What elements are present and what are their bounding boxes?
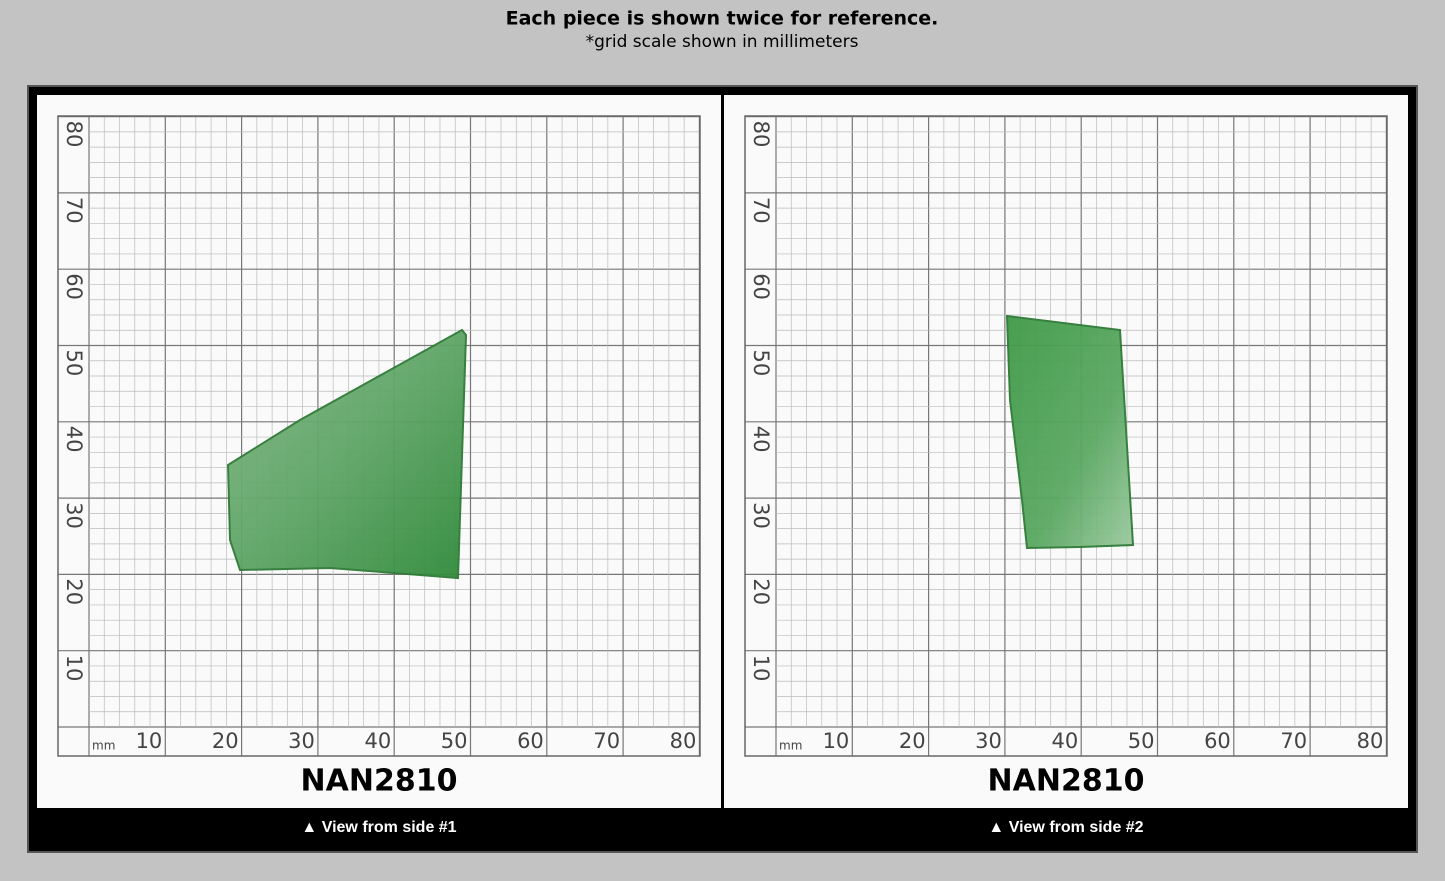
x-scale-label: 40 — [364, 729, 391, 753]
y-scale-label: 70 — [749, 197, 773, 224]
x-scale-label: 20 — [212, 729, 239, 753]
x-scale-label: 70 — [1280, 729, 1307, 753]
y-scale-label: 30 — [749, 502, 773, 529]
unit-label: mm — [779, 739, 802, 753]
x-scale-label: 60 — [517, 729, 544, 753]
y-scale-label: 40 — [62, 426, 86, 453]
y-scale-label: 20 — [749, 578, 773, 605]
x-scale-label: 10 — [136, 729, 163, 753]
panels: 10 20 30 40 50 60 70 80 10 20 30 40 50 60 70 80 mm NAN281… — [37, 95, 1408, 836]
specimen — [226, 328, 468, 580]
x-scale-label: 30 — [975, 729, 1002, 753]
grid-border — [744, 115, 1388, 757]
y-scale-label: 80 — [749, 121, 773, 148]
x-scale-label: 50 — [441, 729, 468, 753]
product-code: NAN2810 — [988, 764, 1145, 799]
y-scale-label: 10 — [62, 655, 86, 682]
x-scale-label: 80 — [670, 729, 697, 753]
x-scale-label: 80 — [1357, 729, 1384, 753]
y-scale-label: 30 — [62, 502, 86, 529]
y-scale-label: 40 — [749, 426, 773, 453]
view-caption: ▲ View from side #2 — [988, 819, 1143, 836]
specimen — [1005, 314, 1135, 550]
y-scale-label: 70 — [62, 197, 86, 224]
y-scale-label: 60 — [749, 273, 773, 300]
title: Each piece is shown twice for reference. — [506, 8, 939, 30]
y-scale-label: 60 — [62, 273, 86, 300]
product-code: NAN2810 — [301, 764, 458, 799]
y-scale-label: 10 — [749, 655, 773, 682]
unit-label: mm — [92, 739, 115, 753]
grid-border — [57, 115, 701, 757]
x-scale-label: 70 — [593, 729, 620, 753]
y-scale-label: 20 — [62, 578, 86, 605]
panel: 10 20 30 40 50 60 70 80 10 20 30 40 50 60 70 80 mm NAN281… — [37, 95, 721, 836]
x-scale-label: 50 — [1128, 729, 1155, 753]
view-caption: ▲ View from side #1 — [301, 819, 456, 836]
panel: 10 20 30 40 50 60 70 80 10 20 30 40 50 60 70 80 mm NAN281… — [724, 95, 1408, 836]
subtitle: *grid scale shown in millimeters — [586, 32, 859, 52]
y-scale-label: 50 — [749, 350, 773, 377]
x-scale-label: 10 — [823, 729, 850, 753]
x-scale-label: 60 — [1204, 729, 1231, 753]
x-scale-label: 30 — [288, 729, 315, 753]
x-scale-label: 20 — [899, 729, 926, 753]
x-scale-label: 40 — [1051, 729, 1078, 753]
y-scale-label: 80 — [62, 121, 86, 148]
y-scale-label: 50 — [62, 350, 86, 377]
